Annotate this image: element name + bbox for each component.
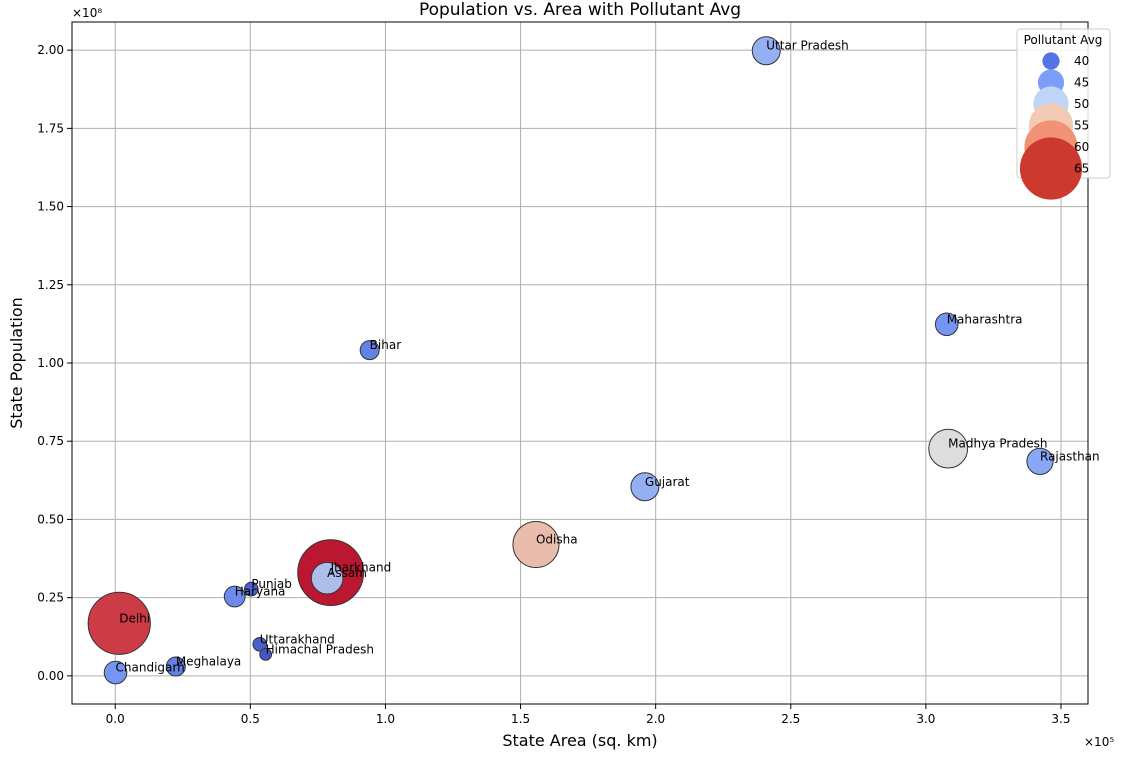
data-point xyxy=(310,561,344,595)
data-point xyxy=(259,647,273,661)
legend-entry-label: 55 xyxy=(1074,119,1089,133)
point-labels: Uttar Pradesh Maharashtra Bihar Madhya Prad… xyxy=(116,39,1100,675)
x-axis-label: State Area (sq. km) xyxy=(502,731,657,750)
x-tick-label: 3.5 xyxy=(1051,712,1070,726)
legend-marker xyxy=(1042,52,1060,70)
x-tick-label: 0.5 xyxy=(241,712,260,726)
x-axis-multiplier: ×10⁵ xyxy=(1084,735,1114,749)
legend-entry-label: 65 xyxy=(1074,162,1089,176)
x-tick-label: 1.0 xyxy=(376,712,395,726)
data-point xyxy=(934,312,959,337)
point-label: Punjab xyxy=(251,577,292,591)
point-label: Odisha xyxy=(536,533,578,547)
x-ticks: 0.0 0.5 1.0 1.5 2.0 2.5 3.0 3.5 xyxy=(106,704,1071,726)
data-point xyxy=(751,36,781,66)
point-label: Uttarakhand xyxy=(260,632,335,646)
point-label: Meghalaya xyxy=(176,655,241,669)
point-label: Madhya Pradesh xyxy=(948,437,1047,451)
chart-title: Population vs. Area with Pollutant Avg xyxy=(419,0,741,20)
point-label: Delhi xyxy=(119,611,150,625)
y-tick-label: 2.00 xyxy=(37,43,64,57)
point-label: Assam xyxy=(327,566,367,580)
data-point xyxy=(359,340,380,361)
point-label: Jharkhand xyxy=(330,561,392,575)
x-tick-label: 2.0 xyxy=(646,712,665,726)
data-point xyxy=(87,591,151,655)
point-label: Bihar xyxy=(370,338,402,352)
legend-entry-label: 45 xyxy=(1074,76,1089,90)
point-label: Gujarat xyxy=(645,475,690,489)
point-label: Maharashtra xyxy=(947,312,1023,326)
legend-entry-label: 60 xyxy=(1074,140,1089,154)
x-tick-label: 2.5 xyxy=(781,712,800,726)
data-points xyxy=(87,36,1054,685)
data-point xyxy=(165,656,186,677)
y-tick-label: 1.50 xyxy=(37,200,64,214)
y-tick-label: 0.25 xyxy=(37,591,64,605)
point-label: Haryana xyxy=(235,585,286,599)
y-ticks: 0.00 0.25 0.50 0.75 1.00 1.25 1.50 1.75 2.00 xyxy=(37,43,72,683)
data-point xyxy=(103,660,128,685)
data-point xyxy=(244,581,259,597)
data-point xyxy=(252,636,268,652)
legend-title: Pollutant Avg xyxy=(1024,33,1103,47)
data-point xyxy=(1026,447,1054,475)
point-label: Uttar Pradesh xyxy=(766,39,848,53)
x-tick-label: 0.0 xyxy=(106,712,125,726)
x-tick-label: 1.5 xyxy=(511,712,530,726)
data-point xyxy=(223,585,246,608)
data-point xyxy=(512,521,560,569)
grid-lines xyxy=(72,22,1088,704)
y-tick-label: 1.25 xyxy=(37,278,64,292)
y-tick-label: 0.75 xyxy=(37,434,64,448)
y-tick-label: 1.00 xyxy=(37,356,64,370)
legend-marker xyxy=(1019,137,1083,200)
x-tick-label: 3.0 xyxy=(916,712,935,726)
legend-entry-label: 40 xyxy=(1074,54,1089,68)
y-tick-label: 0.00 xyxy=(37,669,64,683)
y-axis-label: State Population xyxy=(7,297,26,429)
data-point xyxy=(928,428,969,469)
y-tick-label: 1.75 xyxy=(37,121,64,135)
legend: Pollutant Avg 40 45 50 55 60 65 xyxy=(1016,28,1111,200)
y-axis-multiplier: ×10⁸ xyxy=(72,6,102,20)
y-tick-label: 0.50 xyxy=(37,512,64,526)
point-label: Rajasthan xyxy=(1040,449,1100,463)
legend-entry-label: 50 xyxy=(1074,97,1089,111)
point-label: Himachal Pradesh xyxy=(266,642,374,656)
point-label: Chandigarh xyxy=(116,661,185,675)
data-point xyxy=(630,472,660,502)
